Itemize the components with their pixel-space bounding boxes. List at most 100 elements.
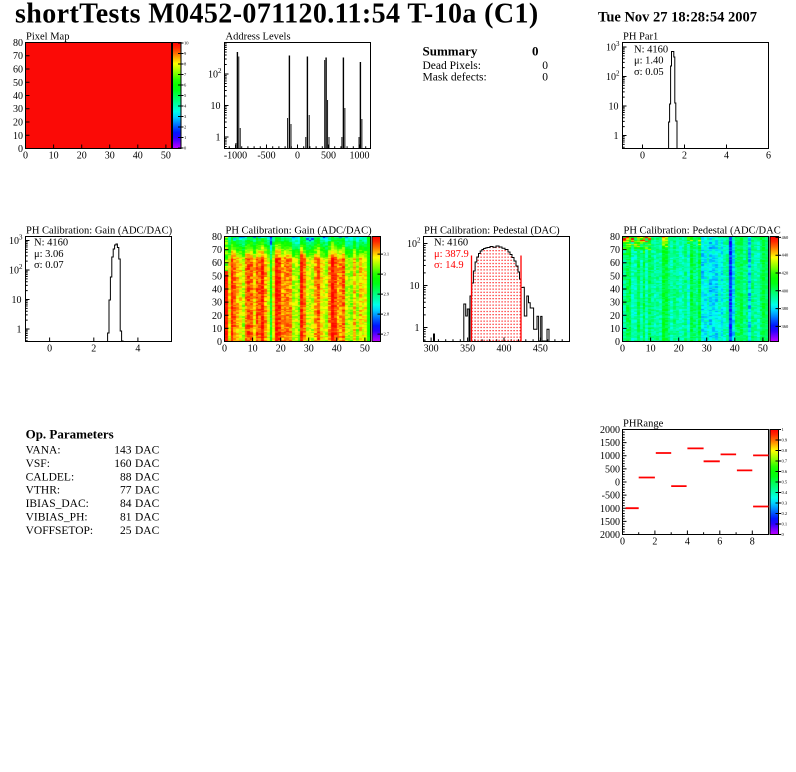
svg-text:10: 10 [407, 239, 417, 250]
svg-text:84: 84 [120, 498, 132, 510]
svg-text:7: 7 [184, 72, 187, 77]
svg-text:30: 30 [702, 344, 712, 355]
svg-text:PH Calibration: Pedestal (ADC/: PH Calibration: Pedestal (ADC/DAC [624, 226, 781, 237]
svg-text:40: 40 [212, 285, 222, 296]
svg-text:3: 3 [616, 40, 620, 48]
svg-text:1: 1 [184, 135, 186, 140]
svg-text:10: 10 [9, 266, 19, 277]
svg-text:0: 0 [222, 344, 227, 355]
svg-text:DAC: DAC [135, 471, 160, 483]
svg-text:500: 500 [321, 151, 336, 162]
svg-text:0.8: 0.8 [782, 448, 788, 453]
svg-text:20: 20 [674, 344, 684, 355]
svg-text:6: 6 [184, 83, 187, 88]
svg-text:160: 160 [114, 458, 132, 470]
svg-text:μ: 387.9: μ: 387.9 [434, 249, 469, 260]
svg-text:VIBIAS_PH:: VIBIAS_PH: [26, 512, 88, 524]
svg-text:70: 70 [610, 245, 620, 256]
svg-text:350: 350 [460, 344, 475, 355]
svg-text:50: 50 [360, 344, 370, 355]
svg-text:N: 4160: N: 4160 [434, 238, 468, 249]
svg-text:Mask defects:: Mask defects: [423, 71, 487, 83]
svg-text:IBIAS_DAC:: IBIAS_DAC: [26, 498, 89, 510]
svg-text:DAC: DAC [135, 458, 160, 470]
svg-text:10: 10 [208, 70, 218, 81]
svg-text:2.9: 2.9 [384, 292, 390, 297]
svg-text:50: 50 [13, 78, 23, 89]
svg-text:60: 60 [610, 258, 620, 269]
svg-text:σ: 0.05: σ: 0.05 [634, 67, 664, 78]
svg-text:N: 4160: N: 4160 [634, 44, 668, 55]
svg-text:2.8: 2.8 [384, 312, 390, 317]
svg-text:0: 0 [615, 478, 620, 489]
svg-text:0: 0 [620, 344, 625, 355]
svg-text:20: 20 [610, 311, 620, 322]
svg-text:50: 50 [758, 344, 768, 355]
svg-text:0: 0 [542, 71, 548, 83]
svg-text:DAC: DAC [135, 512, 160, 524]
svg-text:80: 80 [13, 38, 23, 49]
svg-text:PH Calibration: Gain (ADC/DAC): PH Calibration: Gain (ADC/DAC) [26, 226, 173, 237]
svg-text:DAC: DAC [135, 498, 160, 510]
svg-text:10: 10 [184, 41, 189, 46]
svg-text:20: 20 [77, 151, 87, 162]
svg-text:VSF:: VSF: [26, 458, 50, 470]
svg-text:PH Calibration: Pedestal (DAC): PH Calibration: Pedestal (DAC) [424, 226, 560, 237]
svg-text:-500: -500 [602, 491, 620, 502]
svg-text:40: 40 [730, 344, 740, 355]
svg-text:2: 2 [616, 70, 620, 78]
svg-text:CALDEL:: CALDEL: [26, 471, 75, 483]
svg-text:VOFFSETOP:: VOFFSETOP: [26, 525, 94, 537]
svg-text:0.9: 0.9 [782, 438, 788, 443]
svg-text:1000: 1000 [350, 151, 370, 162]
svg-text:μ: 1.40: μ: 1.40 [634, 56, 664, 67]
svg-text:460: 460 [782, 235, 790, 240]
svg-text:25: 25 [120, 525, 132, 537]
svg-text:-1000: -1000 [224, 151, 247, 162]
svg-text:PH Par1: PH Par1 [623, 32, 658, 43]
svg-text:4: 4 [685, 537, 690, 548]
svg-text:10: 10 [13, 131, 23, 142]
svg-text:Op. Parameters: Op. Parameters [26, 427, 114, 442]
svg-text:0.4: 0.4 [782, 490, 788, 495]
svg-text:450: 450 [533, 344, 548, 355]
svg-text:0.1: 0.1 [782, 522, 788, 527]
svg-text:3: 3 [384, 272, 387, 277]
svg-text:80: 80 [212, 232, 222, 243]
svg-text:10: 10 [646, 344, 656, 355]
svg-text:2: 2 [652, 537, 657, 548]
svg-text:0: 0 [542, 60, 548, 72]
svg-text:0.7: 0.7 [782, 459, 788, 464]
svg-text:77: 77 [120, 485, 132, 497]
svg-text:0: 0 [782, 532, 785, 537]
svg-text:20: 20 [276, 344, 286, 355]
svg-text:30: 30 [610, 298, 620, 309]
svg-text:0.5: 0.5 [782, 480, 788, 485]
svg-text:70: 70 [13, 51, 23, 62]
svg-text:6: 6 [766, 151, 771, 162]
svg-text:1: 1 [17, 325, 22, 336]
svg-text:VANA:: VANA: [26, 445, 61, 457]
svg-text:2000: 2000 [600, 530, 620, 541]
svg-text:1: 1 [216, 133, 221, 144]
svg-text:6: 6 [717, 537, 722, 548]
svg-text:3: 3 [184, 114, 187, 119]
svg-text:0.6: 0.6 [782, 469, 788, 474]
svg-text:DAC: DAC [135, 485, 160, 497]
svg-text:1: 1 [614, 131, 619, 142]
svg-text:30: 30 [212, 298, 222, 309]
svg-text:2: 2 [218, 67, 222, 75]
svg-text:8: 8 [750, 537, 755, 548]
svg-text:0: 0 [18, 144, 23, 155]
svg-text:50: 50 [212, 271, 222, 282]
svg-text:380: 380 [782, 306, 790, 311]
svg-text:0: 0 [620, 537, 625, 548]
svg-text:40: 40 [133, 151, 143, 162]
svg-text:σ: 14.9: σ: 14.9 [434, 260, 464, 271]
svg-text:88: 88 [120, 471, 132, 483]
svg-text:400: 400 [782, 288, 790, 293]
svg-text:30: 30 [105, 151, 115, 162]
svg-text:60: 60 [13, 65, 23, 76]
svg-text:9: 9 [184, 51, 187, 56]
svg-text:10: 10 [606, 72, 616, 83]
